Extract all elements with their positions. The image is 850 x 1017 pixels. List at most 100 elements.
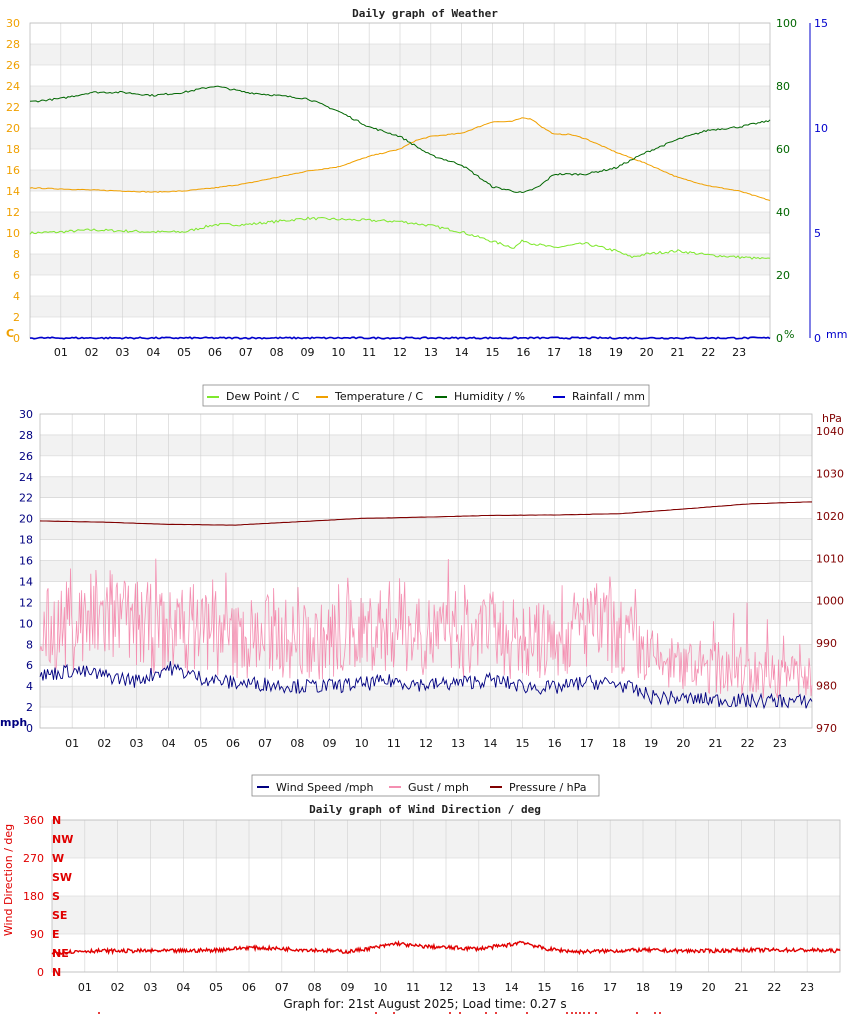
chart1-hour-tick: 17 (547, 346, 561, 359)
chart1-left-tick: 6 (13, 269, 20, 282)
chart1-right-rain-tick: 0 (814, 332, 821, 345)
chart3-direction-dot (659, 1012, 661, 1014)
chart2-left-tick: 6 (26, 659, 33, 672)
chart3-compass-tick: SE (52, 909, 67, 922)
chart3-direction-dot (579, 1012, 581, 1014)
chart1-hour-tick: 07 (239, 346, 253, 359)
chart1-left-unit: C (6, 327, 14, 340)
chart2-hour-tick: 20 (676, 737, 690, 750)
chart2-hour-tick: 23 (773, 737, 787, 750)
chart2-hour-tick: 12 (419, 737, 433, 750)
chart2-hour-tick: 18 (612, 737, 626, 750)
chart3-hour-tick: 15 (538, 981, 552, 994)
footer-text: Graph for: 21st August 2025; Load time: … (283, 997, 567, 1011)
chart1-left-tick: 8 (13, 248, 20, 261)
chart1-legend-entry: Humidity / % (454, 390, 525, 403)
chart2-hour-tick: 02 (97, 737, 111, 750)
chart1-hour-tick: 12 (393, 346, 407, 359)
chart1-series-rainfall-line (29, 336, 771, 340)
chart2-hour-tick: 10 (355, 737, 369, 750)
chart3-hour-tick: 02 (111, 981, 125, 994)
chart1-left-tick: 2 (13, 311, 20, 324)
chart3-direction-dot (485, 1012, 487, 1014)
chart1-right-rain-tick: 10 (814, 122, 828, 135)
chart1-hour-tick: 08 (270, 346, 284, 359)
chart1-left-tick: 4 (13, 290, 20, 303)
chart1-hour-tick: 14 (455, 346, 469, 359)
chart1-title: Daily graph of Weather (352, 7, 498, 20)
chart1-hour-tick: 10 (331, 346, 345, 359)
chart2-hour-tick: 13 (451, 737, 465, 750)
chart2-frame (39, 413, 813, 729)
chart2-left-tick: 4 (26, 680, 33, 693)
chart2-left-tick: 0 (26, 722, 33, 735)
chart2-right-tick: 1030 (816, 467, 844, 480)
chart3-hour-tick: 04 (176, 981, 190, 994)
chart1-series-temperature-line (29, 117, 771, 201)
chart3-hour-tick: 14 (505, 981, 519, 994)
chart2-legend-entry: Wind Speed /mph (276, 781, 374, 794)
chart1-right-rain-tick: 15 (814, 17, 828, 30)
chart3-direction-dot (459, 1012, 461, 1014)
chart2-hour-tick: 21 (709, 737, 723, 750)
chart1-hour-tick: 16 (516, 346, 530, 359)
chart2-right-tick: 1020 (816, 510, 844, 523)
chart3-direction-dot (595, 1012, 597, 1014)
chart3-compass-tick: S (52, 890, 60, 903)
chart3-direction-dot (566, 1012, 568, 1014)
chart2-left-tick: 28 (19, 429, 33, 442)
chart2-series-gust-line (39, 558, 813, 699)
chart1-hour-tick: 09 (301, 346, 315, 359)
chart3-hour-tick: 20 (702, 981, 716, 994)
chart2-hour-tick: 19 (644, 737, 658, 750)
chart2-left-tick: 18 (19, 534, 33, 547)
chart1-hour-tick: 21 (671, 346, 685, 359)
chart3-direction-dot (571, 1012, 573, 1014)
chart1-left-tick: 10 (6, 227, 20, 240)
chart3-compass-tick: W (52, 852, 64, 865)
chart3-direction-dot (393, 1012, 395, 1014)
chart1-right-humidity-unit: % (784, 328, 794, 341)
chart2-right-unit: hPa (822, 412, 842, 425)
chart3-hour-tick: 05 (209, 981, 223, 994)
chart1-left-tick: 22 (6, 101, 20, 114)
chart1-hour-tick: 02 (85, 346, 99, 359)
chart3-direction-dot (588, 1012, 590, 1014)
chart1-series-humidity-line (29, 85, 771, 194)
chart3-hour-tick: 07 (275, 981, 289, 994)
chart3-hour-tick: 10 (373, 981, 387, 994)
chart2-left-tick: 2 (26, 701, 33, 714)
chart1-hour-tick: 13 (424, 346, 438, 359)
chart3-hour-tick: 06 (242, 981, 256, 994)
chart2-series-windspeed-line (39, 661, 813, 710)
chart2-hour-tick: 22 (741, 737, 755, 750)
chart2-right-tick: 980 (816, 680, 837, 693)
chart1-left-tick: 20 (6, 122, 20, 135)
chart2-hour-tick: 07 (258, 737, 272, 750)
chart3-hour-tick: 09 (341, 981, 355, 994)
chart2-left-tick: 30 (19, 408, 33, 421)
chart1-hour-tick: 03 (116, 346, 130, 359)
chart1-right-rain-unit: mm (826, 328, 847, 341)
chart2-right-tick: 1040 (816, 425, 844, 438)
chart3-left-axis-label: Wind Direction / deg (2, 824, 15, 936)
chart3-compass-tick: NW (52, 833, 73, 846)
chart2-hour-tick: 17 (580, 737, 594, 750)
chart3-left-tick: 270 (23, 852, 44, 865)
chart2-hour-tick: 11 (387, 737, 401, 750)
chart3-compass-tick: N (52, 966, 61, 979)
chart2-left-tick: 16 (19, 555, 33, 568)
chart3-left-tick: 360 (23, 814, 44, 827)
chart2-hour-tick: 08 (290, 737, 304, 750)
chart3-hour-tick: 01 (78, 981, 92, 994)
chart3-title: Daily graph of Wind Direction / deg (309, 803, 541, 816)
chart1-left-tick: 28 (6, 38, 20, 51)
chart1-right-rain-tick: 5 (814, 227, 821, 240)
chart3-direction-dot (375, 1012, 377, 1014)
chart2-left-tick: 22 (19, 492, 33, 505)
chart3-hour-tick: 22 (767, 981, 781, 994)
chart3-compass-tick: E (52, 928, 60, 941)
chart1-right-humidity-tick: 100 (776, 17, 797, 30)
chart3-hour-tick: 19 (669, 981, 683, 994)
chart2-series-pressure-line (39, 501, 812, 526)
